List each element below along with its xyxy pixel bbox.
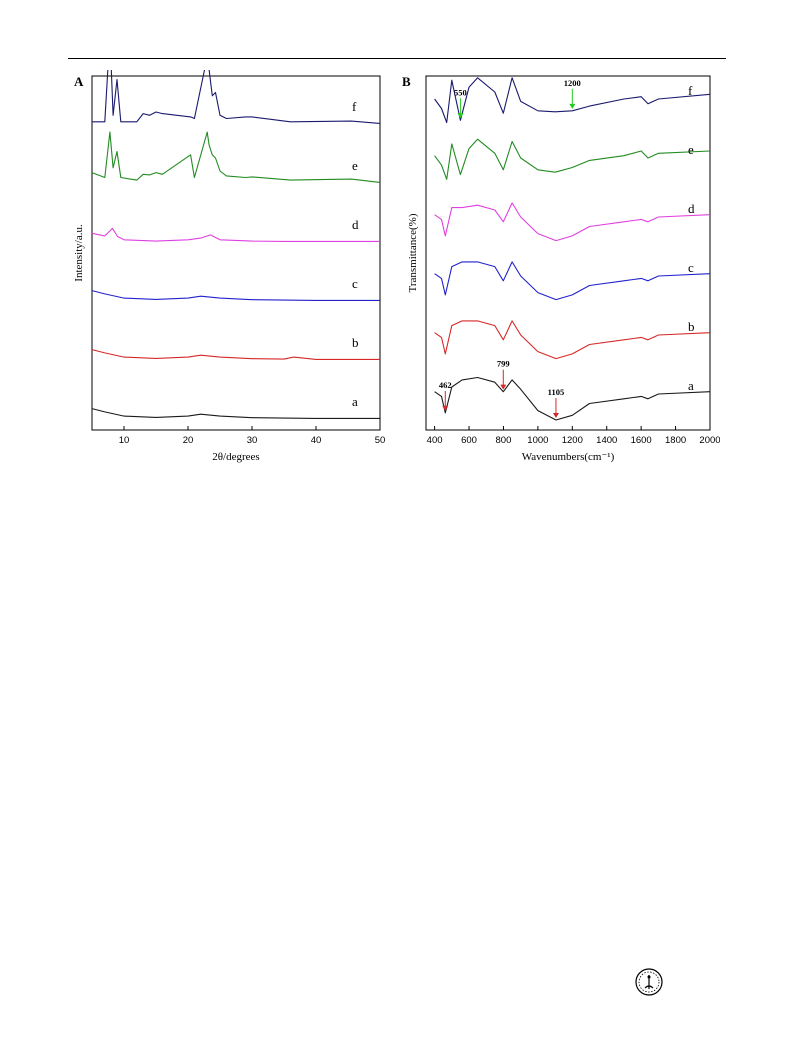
x-axis-label: Wavenumbers(cm⁻¹): [522, 451, 615, 463]
series-line-e: [91, 131, 381, 183]
series-label-f: f: [352, 99, 357, 114]
series-line-d: [434, 202, 711, 242]
series-line-b: [91, 349, 380, 360]
panel-letter-b: B: [402, 74, 411, 89]
x-tick-label: 40: [311, 435, 322, 446]
series-label-d: d: [352, 217, 359, 232]
series-label-c: c: [688, 260, 694, 275]
series-line-d: [91, 227, 380, 242]
series-label-a: a: [352, 394, 358, 409]
x-tick-label: 1000: [527, 435, 548, 446]
annotation-arrowhead: [442, 405, 449, 411]
y-axis-label: Transmittance(%): [407, 213, 419, 292]
series-line-c: [91, 290, 380, 301]
series-line-f: [92, 70, 381, 124]
x-tick-label: 50: [375, 435, 386, 446]
x-tick-label: 20: [183, 435, 194, 446]
x-tick-label: 800: [496, 435, 512, 446]
series-label-b: b: [688, 319, 695, 334]
series-label-c: c: [352, 276, 358, 291]
y-axis-label: Intensity/a.u.: [73, 224, 85, 282]
series-line-f: [434, 77, 711, 124]
x-axis-label: 2θ/degrees: [212, 451, 259, 463]
annotation-label-1105: 1105: [548, 387, 565, 397]
series-line-a: [434, 376, 711, 421]
panel-a-xrd: A 10 20 30 40 50 2θ/degrees Intensity/a.u. a b c d e…: [70, 70, 390, 465]
annotation-label-799: 799: [497, 359, 510, 369]
x-tick-label: 1400: [596, 435, 617, 446]
annotation-arrowhead: [569, 103, 576, 109]
x-tick-label: 2000: [699, 435, 720, 446]
series-line-c: [434, 261, 711, 301]
x-tick-label: 10: [119, 435, 130, 446]
header-rule: [68, 58, 726, 59]
series-label-f: f: [688, 83, 693, 98]
x-tick-label: 30: [247, 435, 258, 446]
annotation-arrowhead: [552, 413, 559, 418]
x-tick-label: 1200: [562, 435, 583, 446]
x-tick-label: 1800: [665, 435, 686, 446]
publisher-logo-icon: [634, 967, 664, 997]
annotation-label-462: 462: [439, 380, 452, 390]
series-label-b: b: [352, 335, 359, 350]
x-tick-label: 400: [427, 435, 443, 446]
series-line-a: [91, 408, 380, 419]
series-label-e: e: [352, 158, 358, 173]
panel-a-chart: A 10 20 30 40 50 2θ/degrees Intensity/a.u. a b c d e…: [73, 70, 386, 463]
annotation-label-550: 550: [454, 87, 467, 97]
series-label-d: d: [688, 201, 695, 216]
series-label-e: e: [688, 142, 694, 157]
series-line-e: [434, 138, 711, 180]
panel-b-ftir: B 400 600 800 1000 1200 1400 1600 1800 2000 Wavenu…: [398, 70, 720, 465]
panel-letter-a: A: [74, 74, 84, 89]
annotation-arrowhead: [500, 384, 507, 390]
series-line-b: [434, 320, 711, 360]
x-tick-label: 600: [461, 435, 477, 446]
x-tick-label: 1600: [631, 435, 652, 446]
annotation-label-1200: 1200: [564, 78, 581, 88]
plot-frame: [425, 75, 711, 431]
series-label-a: a: [688, 378, 694, 393]
panel-b-chart: B 400 600 800 1000 1200 1400 1600 1800 2000 Wavenu…: [402, 74, 720, 463]
annotation-arrowhead: [457, 113, 464, 119]
plot-frame: [91, 75, 381, 431]
